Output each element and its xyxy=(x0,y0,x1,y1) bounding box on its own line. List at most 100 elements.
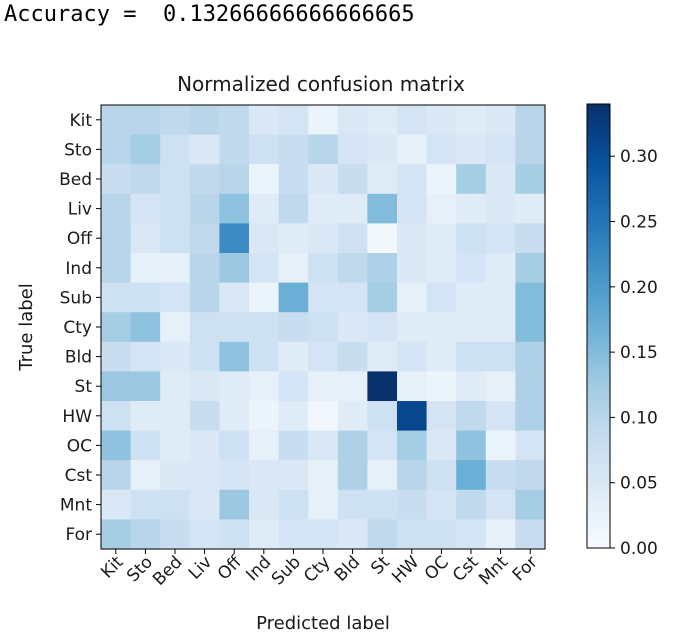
heatmap-cell xyxy=(367,519,398,550)
x-tick-label: Cst xyxy=(449,552,483,586)
heatmap-cell xyxy=(426,253,457,284)
heatmap-cell xyxy=(456,223,487,254)
heatmap-cell xyxy=(426,489,457,520)
heatmap-cell xyxy=(515,134,546,165)
heatmap-cell xyxy=(249,193,280,224)
heatmap-cell xyxy=(308,430,339,461)
y-tick-label: Bld xyxy=(65,348,92,368)
heatmap-cell xyxy=(426,519,457,550)
y-tick-label: OC xyxy=(67,436,92,456)
colorbar-tick-label: 0.20 xyxy=(620,278,658,298)
heatmap-cell xyxy=(337,312,368,343)
heatmap-cell xyxy=(278,430,309,461)
colorbar-tick-label: 0.25 xyxy=(620,213,658,233)
heatmap-cell xyxy=(367,430,398,461)
heatmap-cell xyxy=(367,489,398,520)
heatmap-cell xyxy=(337,460,368,491)
heatmap-cell xyxy=(308,134,339,165)
y-tick-label: St xyxy=(75,377,93,397)
x-tick-label: Kit xyxy=(97,552,127,582)
colorbar-tick-label: 0.10 xyxy=(620,408,658,428)
heatmap-cell xyxy=(485,282,516,313)
heatmap-cell xyxy=(189,164,220,195)
heatmap-cell xyxy=(456,430,487,461)
heatmap-cell xyxy=(456,401,487,432)
chart-title: Normalized confusion matrix xyxy=(177,72,465,96)
colorbar-tick-label: 0.05 xyxy=(620,474,658,494)
heatmap-cell xyxy=(367,401,398,432)
heatmap-cell xyxy=(160,105,191,136)
heatmap-cell xyxy=(101,371,132,402)
heatmap-cell xyxy=(397,282,428,313)
colorbar-ticks: 0.00 0.05 0.10 0.15 0.20 0.25 0.30 xyxy=(610,147,658,559)
heatmap-cell xyxy=(456,371,487,402)
heatmap-cell xyxy=(278,193,309,224)
heatmap-cell xyxy=(160,401,191,432)
heatmap-cell xyxy=(249,105,280,136)
heatmap-cell xyxy=(337,519,368,550)
heatmap-cell xyxy=(308,253,339,284)
heatmap-cell xyxy=(278,105,309,136)
heatmap-cell xyxy=(189,489,220,520)
heatmap-cell xyxy=(426,223,457,254)
heatmap-cell xyxy=(101,105,132,136)
heatmap-cell xyxy=(101,164,132,195)
colorbar-tick-label: 0.30 xyxy=(620,147,658,167)
heatmap-cell xyxy=(485,105,516,136)
heatmap-cell xyxy=(219,401,250,432)
heatmap-cell xyxy=(515,371,546,402)
heatmap-cell xyxy=(397,253,428,284)
heatmap-cell xyxy=(426,341,457,372)
heatmap-cell xyxy=(278,134,309,165)
heatmap-cell xyxy=(101,430,132,461)
y-tick-label: Mnt xyxy=(60,496,92,516)
heatmap-cell xyxy=(397,223,428,254)
heatmap-cell xyxy=(160,341,191,372)
heatmap-cell xyxy=(515,519,546,550)
heatmap-cell xyxy=(397,519,428,550)
heatmap-cell xyxy=(337,401,368,432)
y-tick-label: Off xyxy=(67,229,93,249)
heatmap-cell xyxy=(249,223,280,254)
heatmap-cell xyxy=(249,282,280,313)
heatmap-cell xyxy=(189,341,220,372)
heatmap-cell xyxy=(160,371,191,402)
heatmap-cell xyxy=(485,371,516,402)
heatmap-cell xyxy=(249,253,280,284)
heatmap-cell xyxy=(308,489,339,520)
y-tick-label: HW xyxy=(62,407,92,427)
heatmap-cell xyxy=(130,519,161,550)
x-tick-label: Off xyxy=(214,551,247,584)
accuracy-readout: Accuracy = 0.13266666666666665 xyxy=(4,0,415,30)
heatmap-cell xyxy=(515,430,546,461)
x-tick-label: Mnt xyxy=(475,552,512,589)
colorbar: 0.00 0.05 0.10 0.15 0.20 0.25 0.30 xyxy=(586,103,658,559)
heatmap-cell xyxy=(130,105,161,136)
heatmap-cell xyxy=(456,341,487,372)
heatmap-cell xyxy=(515,312,546,343)
heatmap-cell xyxy=(397,341,428,372)
heatmap-cell xyxy=(515,164,546,195)
accuracy-label: Accuracy = xyxy=(4,2,150,27)
heatmap-cell xyxy=(367,134,398,165)
heatmap-cell xyxy=(219,460,250,491)
heatmap-cell xyxy=(101,489,132,520)
heatmap-cell xyxy=(278,253,309,284)
heatmap-cell xyxy=(308,193,339,224)
heatmap-cell xyxy=(485,460,516,491)
heatmap-cell xyxy=(367,223,398,254)
heatmap-cell xyxy=(397,312,428,343)
heatmap-cell xyxy=(397,401,428,432)
heatmap-cell xyxy=(130,134,161,165)
heatmap-cell xyxy=(278,223,309,254)
heatmap-cell xyxy=(249,164,280,195)
heatmap-cell xyxy=(485,312,516,343)
heatmap-cell xyxy=(426,282,457,313)
heatmap-cell xyxy=(101,193,132,224)
x-tick-label: Sto xyxy=(123,552,157,586)
heatmap-cell xyxy=(278,519,309,550)
heatmap-cell xyxy=(337,430,368,461)
heatmap-cell xyxy=(426,401,457,432)
heatmap-cell xyxy=(160,489,191,520)
heatmap-cell xyxy=(249,460,280,491)
